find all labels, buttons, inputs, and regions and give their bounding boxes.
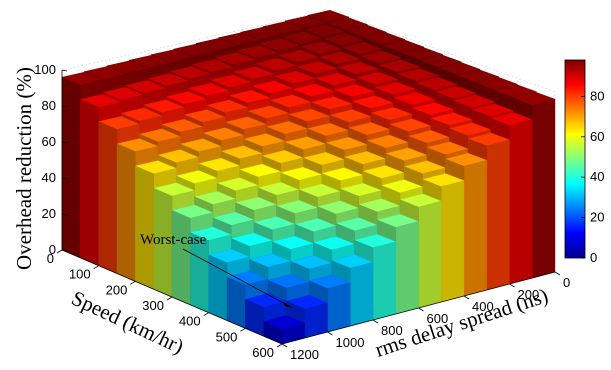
speed-tick-label: 500 [216,329,238,344]
surface-cell-side [226,276,246,329]
speed-tick-mark [276,343,283,348]
delay-tick-label: 1000 [336,335,365,350]
z-tick-label: 0 [49,242,56,257]
surface-cell-side [135,165,154,290]
speed-tick-label: 200 [106,282,128,297]
z-tick-mark [61,105,68,108]
speed-tick-mark [203,312,209,317]
z-tick-mark [61,177,68,180]
z-tick-mark [61,141,68,144]
delay-tick-mark [509,283,515,288]
delay-tick-label: 1200 [290,347,319,362]
speed-tick-mark [56,249,63,254]
z-tick-label: 100 [34,62,56,77]
surface-cell-side [395,221,419,315]
speed-tick-mark [166,296,173,301]
surface-cell-side [327,282,351,333]
z-tick-label: 20 [42,206,56,221]
z-axis-label: Overhead reduction (%) [12,67,36,270]
speed-tick-mark [93,265,99,270]
colorbar-ticks: 0 20 40 60 80 [581,88,604,265]
z-tick-mark [61,69,68,72]
delay-tick-mark [463,295,470,300]
surface [61,10,556,345]
delay-tick-label: 600 [427,311,449,326]
colorbar-tick-label: 20 [590,210,604,225]
worst-case-arrow-head [282,301,293,308]
surface-cell-side [98,121,118,274]
colorbar-tick-label: 60 [590,129,604,144]
colorbar-tick-label: 40 [590,169,604,184]
surface-cell-side [463,160,487,297]
surface-cell-side [486,139,510,291]
speed-tick-mark [130,280,136,285]
delay-tick-mark [418,307,424,312]
speed-tick-label: 0 [47,251,54,266]
surface-cell-side [171,210,191,306]
surface-cell-side [61,76,81,259]
surface-cell-side [532,98,556,279]
colorbar-tick-label: 80 [590,88,604,103]
delay-tick-label: 800 [381,323,403,338]
colorbar-gradient [564,59,586,259]
delay-tick-mark [281,343,288,348]
speed-tick-label: 600 [252,345,274,360]
surface-cell-side [116,143,136,282]
delay-tick-mark [327,331,333,336]
speed-tick-label: 400 [179,314,201,329]
worst-case-arrow-line [182,248,290,307]
delay-tick-mark [372,319,379,324]
surface-cell-side [441,180,465,303]
speed-tick-label: 300 [142,298,164,313]
speed-tick-mark [240,327,246,332]
x-axis-label: Speed (km/hr) [68,286,188,359]
axes-frame: 0204060801000100200300400500600020040060… [34,62,570,362]
colorbar-tick-label: 0 [590,250,597,265]
z-tick-label: 60 [42,134,56,149]
delay-tick-label: 400 [472,299,494,314]
speed-tick-label: 100 [69,267,91,282]
surface-cell-side [350,261,374,327]
surface-cell-side [509,119,533,285]
z-tick-mark [61,213,68,216]
delay-tick-mark [554,271,561,276]
colorbar: 0 20 40 60 80 [564,59,604,265]
z-tick-label: 40 [42,170,56,185]
surface-cell-side [418,200,442,309]
z-tick-label: 80 [42,98,56,113]
delay-tick-label: 200 [518,287,540,302]
worst-case-annotation: Worst-case [140,232,207,248]
delay-tick-label: 0 [563,275,570,290]
surface-cell-side [372,241,396,321]
surface-cell-side [80,99,99,267]
